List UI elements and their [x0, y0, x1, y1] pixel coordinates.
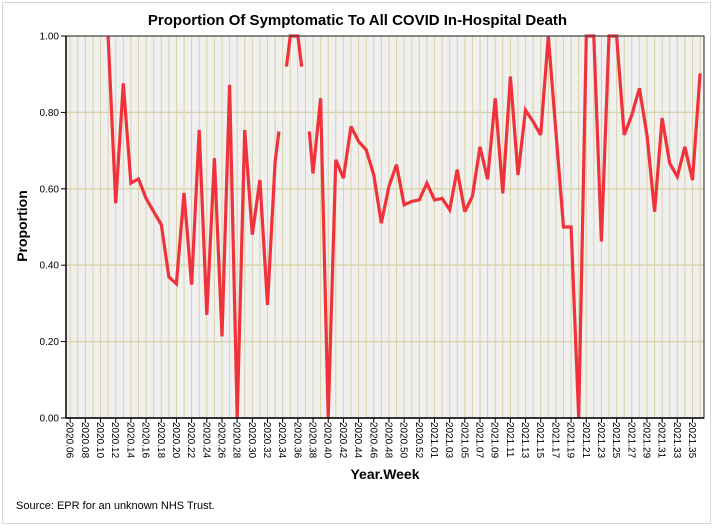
- x-tick-label: 2021.29: [640, 422, 651, 459]
- x-tick-label: 2020.48: [382, 422, 393, 459]
- x-tick-label: 2021.35: [686, 422, 697, 459]
- series-line-segment: [106, 35, 281, 419]
- x-tick-label: 2020.26: [215, 422, 226, 459]
- x-tick-label: 2020.24: [200, 422, 211, 459]
- x-tick-label: 2020.10: [94, 422, 105, 459]
- x-tick-label: 2020.42: [337, 422, 348, 459]
- x-tick-label: 2020.52: [413, 422, 424, 459]
- x-tick-label: 2021.17: [549, 422, 560, 459]
- x-axis-label: Year.Week: [350, 466, 420, 482]
- x-tick-label: 2020.08: [79, 422, 90, 459]
- x-tick-label: 2021.33: [671, 422, 682, 459]
- x-tick-label: 2021.01: [428, 422, 439, 459]
- x-tick-label: 2021.07: [474, 422, 485, 459]
- x-tick-label: 2021.21: [580, 422, 591, 459]
- x-tick-label: 2020.36: [291, 422, 302, 459]
- x-tick-label: 2020.20: [170, 422, 181, 459]
- x-tick-label: 2021.25: [610, 422, 621, 459]
- series-line-segment: [307, 34, 702, 419]
- x-tick-label: 2020.28: [231, 422, 242, 459]
- x-tick-label: 2021.27: [625, 422, 636, 459]
- y-tick-label: 0.80: [40, 108, 60, 119]
- x-tick-label: 2021.31: [656, 422, 667, 459]
- y-axis-label: Proportion: [14, 190, 30, 262]
- x-tick-label: 2021.13: [519, 422, 530, 459]
- x-tick-label: 2021.11: [504, 422, 515, 458]
- x-tick-label: 2020.40: [322, 422, 333, 459]
- x-tick-label: 2020.22: [185, 422, 196, 459]
- x-tick-label: 2020.46: [367, 422, 378, 459]
- x-tick-label: 2021.03: [443, 422, 454, 459]
- y-tick-label: 1.00: [40, 32, 60, 43]
- x-tick-label: 2020.14: [124, 422, 135, 459]
- x-tick-label: 2021.15: [534, 422, 545, 459]
- y-tick-label: 0.00: [40, 414, 60, 425]
- x-tick-label: 2021.19: [565, 422, 576, 459]
- chart-title: Proportion Of Symptomatic To All COVID I…: [147, 12, 568, 29]
- x-tick-label: 2020.12: [109, 422, 120, 459]
- x-tick-label: 2021.23: [595, 422, 606, 459]
- x-tick-label: 2021.05: [458, 422, 469, 459]
- x-tick-label: 2020.30: [246, 422, 257, 459]
- x-tick-label: 2020.34: [276, 422, 287, 459]
- x-tick-label: 2020.18: [155, 422, 166, 459]
- x-tick-label: 2020.06: [64, 422, 75, 459]
- y-tick-label: 0.60: [40, 184, 60, 195]
- source-note: Source: EPR for an unknown NHS Trust.: [16, 500, 215, 512]
- x-tick-label: 2020.50: [398, 422, 409, 459]
- x-tick-label: 2020.38: [307, 422, 318, 459]
- y-tick-label: 0.20: [40, 337, 60, 348]
- x-tick-label: 2020.32: [261, 422, 272, 459]
- x-tick-label: 2020.16: [140, 422, 151, 459]
- x-tick-label: 2020.44: [352, 422, 363, 459]
- y-tick-label: 0.40: [40, 261, 60, 272]
- x-tick-label: 2021.09: [489, 422, 500, 459]
